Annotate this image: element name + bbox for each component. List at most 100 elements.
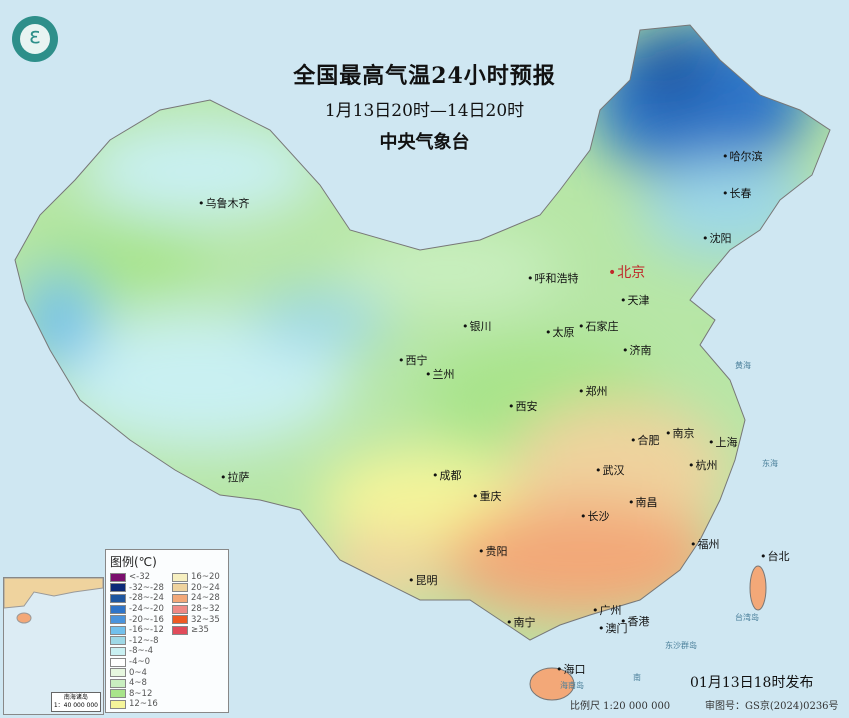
legend-label: 20~24 bbox=[191, 582, 220, 593]
legend-label: -24~-20 bbox=[129, 604, 164, 615]
city-label: 兰州 bbox=[425, 366, 455, 382]
legend-swatch bbox=[110, 593, 126, 603]
inset-title: 南海诸岛 bbox=[63, 694, 88, 701]
city-label: 海口 bbox=[556, 661, 586, 677]
legend-item: 20~24 bbox=[172, 583, 230, 594]
legend-swatch bbox=[110, 572, 126, 582]
city-label: 长春 bbox=[722, 185, 752, 201]
legend-swatch bbox=[110, 636, 126, 646]
legend-label: 8~12 bbox=[129, 688, 153, 699]
city-label: 西安 bbox=[508, 398, 538, 414]
legend-label: 28~32 bbox=[191, 604, 220, 615]
legend-swatch bbox=[172, 593, 188, 603]
legend-label: -12~-8 bbox=[129, 635, 159, 646]
legend-swatch bbox=[172, 583, 188, 593]
legend-item: 4~8 bbox=[110, 678, 172, 689]
legend-label: 16~20 bbox=[191, 572, 220, 583]
legend-swatch bbox=[110, 625, 126, 635]
city-label: 合肥 bbox=[630, 432, 660, 448]
city-label: 西宁 bbox=[398, 352, 428, 368]
issue-time: 01月13日18时发布 bbox=[690, 675, 814, 691]
legend-item: -4~0 bbox=[110, 657, 172, 668]
legend-label: <-32 bbox=[129, 572, 151, 583]
legend-swatch bbox=[110, 583, 126, 593]
legend-label: ≥35 bbox=[191, 625, 209, 636]
legend-swatch bbox=[110, 668, 126, 678]
city-label: 南宁 bbox=[506, 614, 536, 630]
south-china-sea-inset: 南海诸岛 1：40 000 000 bbox=[3, 577, 104, 715]
legend-label: 24~28 bbox=[191, 593, 220, 604]
legend-item: -28~-24 bbox=[110, 593, 172, 604]
sea-label: 南 bbox=[633, 673, 641, 682]
city-label: 昆明 bbox=[408, 572, 438, 588]
sea-label: 东沙群岛 bbox=[665, 641, 697, 650]
city-label: 石家庄 bbox=[578, 318, 619, 334]
legend-item: 28~32 bbox=[172, 604, 230, 615]
legend-label: 12~16 bbox=[129, 699, 158, 710]
legend-swatch bbox=[110, 604, 126, 614]
legend-item: -8~-4 bbox=[110, 646, 172, 657]
legend-swatch bbox=[110, 615, 126, 625]
legend-title: 图例(℃) bbox=[110, 555, 157, 569]
city-label: 南京 bbox=[665, 425, 695, 441]
city-label: 天津 bbox=[620, 292, 650, 308]
map-scale: 比例尺 1:20 000 000 bbox=[570, 701, 671, 712]
legend-swatch bbox=[172, 625, 188, 635]
legend-swatch bbox=[110, 657, 126, 667]
legend-label: -8~-4 bbox=[129, 646, 154, 657]
sea-label: 台湾岛 bbox=[735, 613, 759, 622]
city-label: 重庆 bbox=[472, 488, 502, 504]
legend-swatch bbox=[172, 572, 188, 582]
city-label: 广州 bbox=[592, 602, 622, 618]
legend-label: 4~8 bbox=[129, 678, 147, 689]
city-label: 杭州 bbox=[688, 457, 718, 473]
sea-label: 海南岛 bbox=[560, 681, 584, 690]
city-label: 拉萨 bbox=[220, 469, 250, 485]
legend-swatch bbox=[172, 604, 188, 614]
legend-item: 32~35 bbox=[172, 614, 230, 625]
legend-item: -20~-16 bbox=[110, 614, 172, 625]
city-label: 郑州 bbox=[578, 383, 608, 399]
legend: 图例(℃) <-32 -32~-28 -28~-24 -24~-20 -20~-16 -1… bbox=[105, 549, 229, 713]
legend-label: 32~35 bbox=[191, 614, 220, 625]
city-label: 成都 bbox=[432, 467, 462, 483]
legend-label: -4~0 bbox=[129, 657, 151, 668]
city-label: 台北 bbox=[760, 548, 790, 564]
city-label: 澳门 bbox=[598, 620, 628, 636]
legend-item: <-32 bbox=[110, 572, 172, 583]
city-label: 武汉 bbox=[595, 462, 625, 478]
legend-label: -32~-28 bbox=[129, 582, 164, 593]
city-label-capital: 北京 bbox=[608, 262, 645, 282]
legend-swatch bbox=[172, 615, 188, 625]
forecast-period: 1月13日20时—14日20时 bbox=[324, 101, 525, 121]
city-label: 银川 bbox=[462, 318, 492, 334]
agency-name: 中央气象台 bbox=[379, 132, 470, 153]
legend-item: 12~16 bbox=[110, 699, 172, 710]
taiwan-island bbox=[749, 565, 767, 611]
city-label: 贵阳 bbox=[478, 543, 508, 559]
inset-map bbox=[4, 578, 103, 624]
legend-item: -32~-28 bbox=[110, 583, 172, 594]
city-label: 上海 bbox=[708, 434, 738, 450]
city-label: 福州 bbox=[690, 536, 720, 552]
legend-item: 8~12 bbox=[110, 689, 172, 700]
legend-item: 0~4 bbox=[110, 667, 172, 678]
legend-swatch bbox=[110, 678, 126, 688]
city-label: 沈阳 bbox=[702, 230, 732, 246]
legend-item: 16~20 bbox=[172, 572, 230, 583]
city-label: 哈尔滨 bbox=[722, 148, 763, 164]
city-label: 南昌 bbox=[628, 494, 658, 510]
legend-swatch bbox=[110, 689, 126, 699]
sea-label: 东海 bbox=[762, 459, 778, 468]
sea-label: 黄海 bbox=[735, 361, 751, 370]
legend-item: ≥35 bbox=[172, 625, 230, 636]
legend-label: -20~-16 bbox=[129, 614, 164, 625]
legend-label: 0~4 bbox=[129, 667, 147, 678]
legend-label: -16~-12 bbox=[129, 625, 164, 636]
city-label: 乌鲁木齐 bbox=[198, 195, 250, 211]
cma-logo-icon: ε bbox=[12, 16, 58, 62]
inset-scale: 1：40 000 000 bbox=[53, 702, 98, 709]
legend-item: 24~28 bbox=[172, 593, 230, 604]
city-label: 香港 bbox=[620, 613, 650, 629]
